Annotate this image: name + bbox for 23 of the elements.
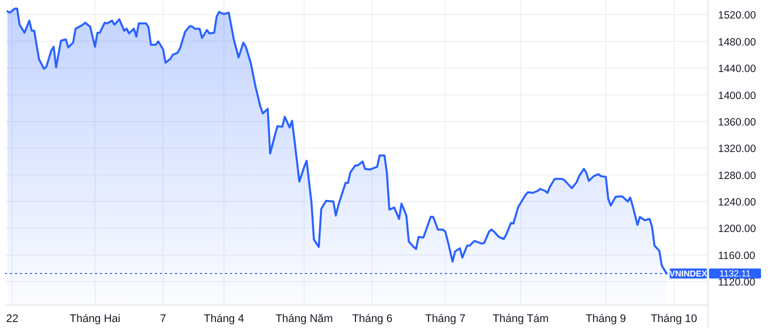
x-tick-label: 22	[6, 313, 18, 325]
ref-line-label: 1132.11	[719, 268, 751, 279]
x-tick-label: Tháng 10	[650, 313, 698, 325]
y-tick-label: 1240.00	[718, 196, 756, 209]
x-tick-label: Tháng 9	[586, 313, 626, 325]
y-tick-label: 1160.00	[718, 250, 756, 262]
y-tick-label: 1520.00	[718, 10, 756, 22]
x-tick-label: Tháng 4	[204, 313, 244, 325]
y-tick-label: 1360.00	[718, 116, 756, 128]
y-tick-label: 1480.00	[718, 36, 756, 48]
y-tick-label: 1320.00	[718, 143, 756, 156]
x-tick-label: Tháng Hai	[70, 313, 120, 325]
y-tick-label: 1400.00	[718, 90, 756, 102]
series-label: VNINDEX	[669, 268, 708, 279]
y-tick-label: 1280.00	[718, 170, 756, 182]
y-tick-label: 1440.00	[718, 63, 756, 76]
x-tick-label: Tháng Tám	[492, 313, 549, 325]
x-tick-label: Tháng Năm	[275, 313, 333, 325]
x-tick-label: 7	[160, 313, 166, 325]
y-tick-label: 1120.00	[718, 276, 756, 289]
x-tick-label: Tháng 7	[425, 313, 466, 325]
x-tick-label: Tháng 6	[352, 313, 392, 325]
y-tick-label: 1200.00	[718, 223, 756, 236]
